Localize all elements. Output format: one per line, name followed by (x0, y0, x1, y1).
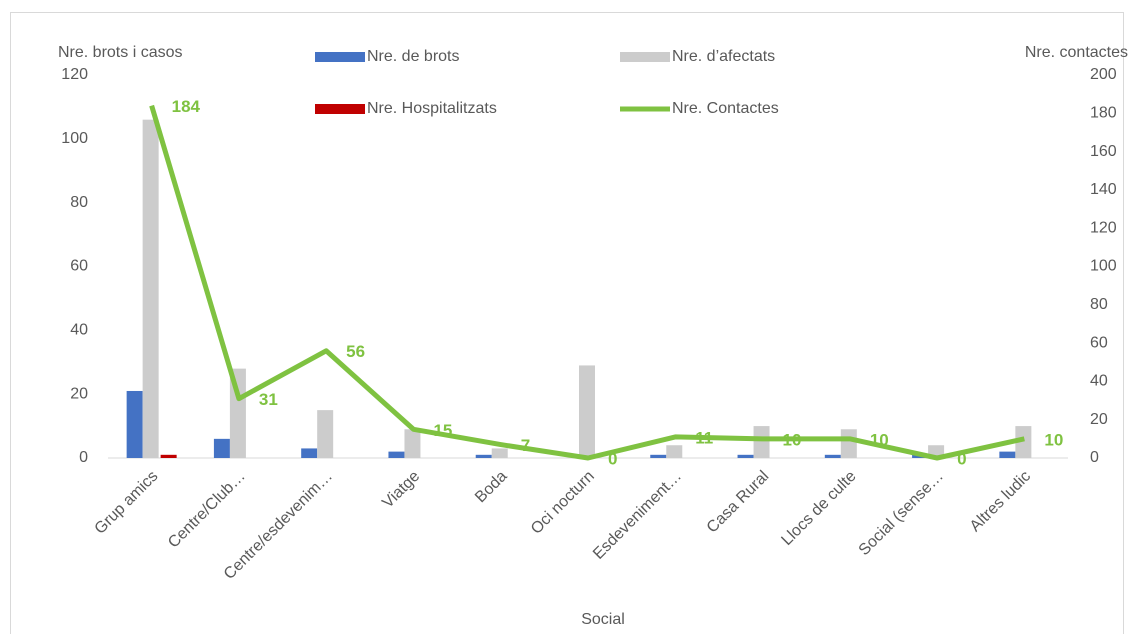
bar (229, 368, 246, 458)
y2-tick-label: 200 (1090, 66, 1117, 83)
bar (160, 454, 177, 458)
bar (999, 451, 1016, 458)
bar (301, 448, 318, 458)
legend-label: Nre. Hospitalitzats (367, 100, 497, 117)
legend-swatch (315, 52, 365, 62)
data-label: 10 (1044, 430, 1063, 449)
y-tick-label: 40 (70, 322, 88, 339)
x-tick-label: Centre/Club… (165, 468, 249, 552)
chart-border (10, 12, 1124, 634)
y2-tick-label: 60 (1090, 334, 1108, 351)
data-label: 31 (259, 390, 278, 409)
bar (317, 410, 334, 458)
y2-tick-label: 20 (1090, 411, 1108, 428)
data-label: 7 (521, 436, 530, 455)
legend-label: Nre. de brots (367, 48, 459, 65)
y-axis-title: Nre. brots i casos (58, 44, 182, 61)
y-tick-label: 20 (70, 385, 88, 402)
x-tick-label: Viatge (379, 468, 423, 512)
x-tick-label: Grup amics (92, 468, 162, 538)
data-label: 15 (433, 421, 452, 440)
bar (737, 454, 754, 458)
y2-tick-label: 0 (1090, 449, 1099, 466)
data-label: 10 (870, 430, 889, 449)
y-tick-label: 100 (61, 130, 88, 147)
y2-axis-title: Nre. contactes (1025, 44, 1128, 61)
legend-label: Nre. Contactes (672, 100, 779, 117)
x-tick-label: Social (sense… (856, 468, 947, 559)
bar (475, 454, 492, 458)
bar (213, 438, 230, 458)
x-tick-label: Oci nocturn (528, 468, 598, 538)
y2-tick-label: 80 (1090, 296, 1108, 313)
legend-swatch (315, 104, 365, 114)
line (149, 104, 1025, 461)
data-label: 11 (695, 428, 713, 447)
y2-tick-label: 100 (1090, 258, 1117, 275)
bar (579, 365, 595, 458)
bar (650, 454, 667, 458)
bar (491, 448, 508, 458)
bar (388, 451, 405, 458)
y-tick-label: 60 (70, 258, 88, 275)
legend-swatch (620, 52, 670, 62)
data-label: 184 (172, 97, 201, 116)
data-label: 10 (783, 430, 802, 449)
bar (840, 429, 857, 458)
y2-tick-label: 180 (1090, 105, 1117, 122)
bar (666, 445, 683, 458)
y2-tick-label: 40 (1090, 373, 1108, 390)
x-axis-title: Social (581, 611, 625, 628)
x-tick-label: Boda (472, 468, 511, 507)
y2-tick-label: 120 (1090, 219, 1117, 236)
bar (1015, 426, 1032, 458)
y2-tick-label: 140 (1090, 181, 1117, 198)
data-label: 56 (346, 342, 365, 361)
data-label: 0 (957, 449, 966, 468)
x-tick-label: Casa Rural (704, 468, 773, 537)
y-tick-label: 120 (61, 66, 88, 83)
x-tick-label: Esdeveniment… (590, 468, 685, 563)
x-tick-label: Llocs de culte (778, 468, 859, 549)
bar (404, 429, 421, 458)
x-tick-label: Altres ludic (967, 468, 1034, 535)
bar (824, 454, 841, 458)
y-tick-label: 0 (79, 449, 88, 466)
bar (142, 119, 159, 458)
bar (126, 390, 143, 458)
y-tick-label: 80 (70, 194, 88, 211)
legend-label: Nre. d’afectats (672, 48, 775, 65)
bar (753, 426, 770, 458)
y2-tick-label: 160 (1090, 143, 1117, 160)
data-label: 0 (608, 449, 617, 468)
